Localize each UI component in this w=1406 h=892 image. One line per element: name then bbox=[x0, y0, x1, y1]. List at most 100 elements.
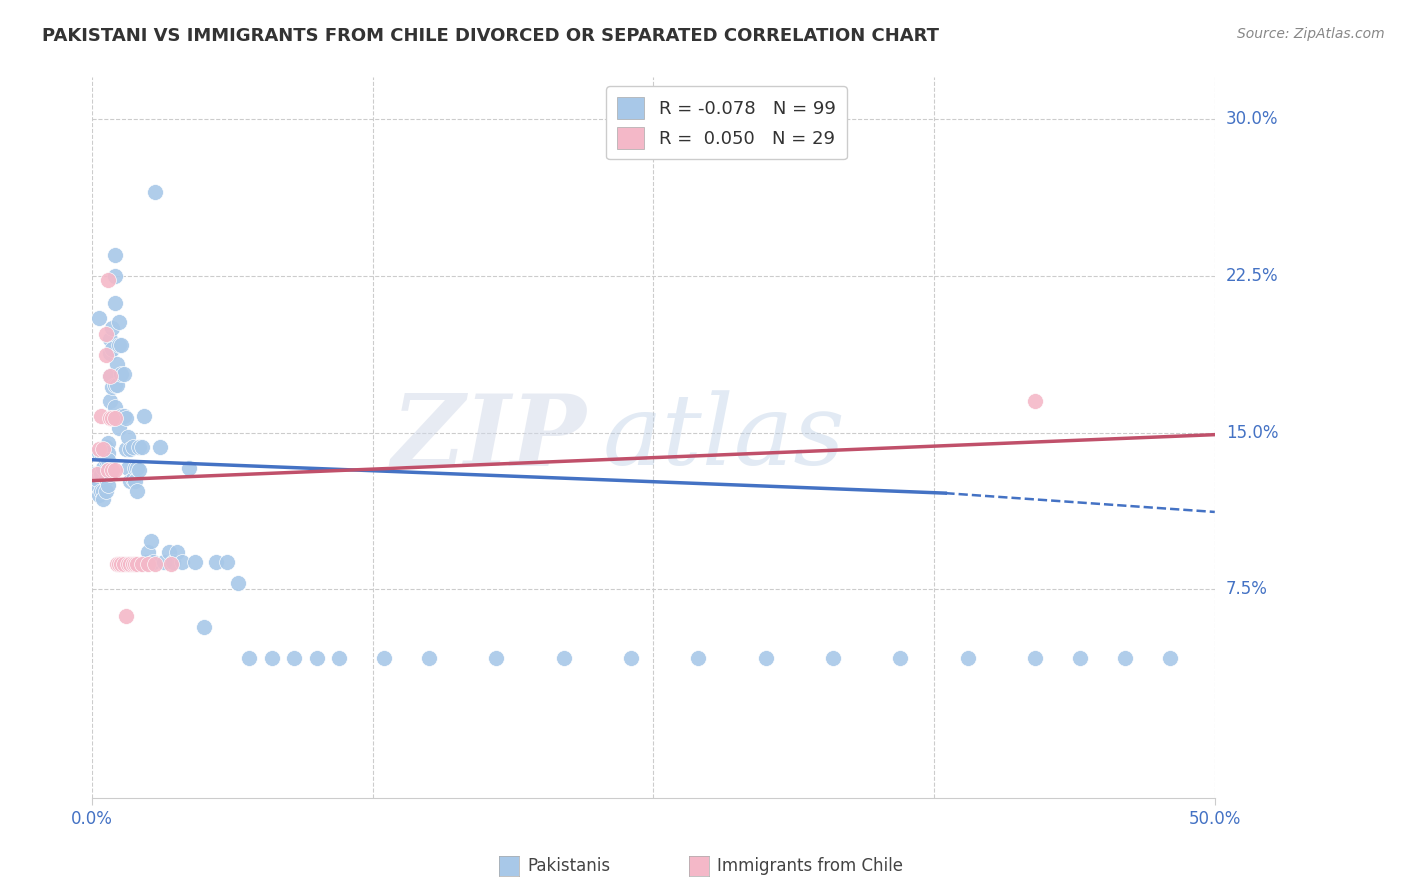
Point bbox=[94, 471, 117, 485]
Text: atlas: atlas bbox=[603, 390, 846, 485]
Point bbox=[108, 338, 131, 352]
Point bbox=[98, 467, 121, 482]
Point bbox=[620, 651, 643, 665]
Point bbox=[193, 620, 215, 634]
Point bbox=[86, 477, 108, 491]
Point bbox=[121, 471, 143, 485]
Text: Immigrants from Chile: Immigrants from Chile bbox=[717, 857, 903, 875]
Point bbox=[143, 186, 166, 200]
Point bbox=[101, 342, 124, 356]
Point bbox=[110, 409, 132, 423]
Point bbox=[184, 555, 207, 569]
Point bbox=[97, 452, 120, 467]
Point bbox=[1114, 651, 1136, 665]
Point bbox=[418, 651, 440, 665]
Point bbox=[97, 273, 120, 287]
Point bbox=[125, 484, 148, 499]
Text: Source: ZipAtlas.com: Source: ZipAtlas.com bbox=[1237, 27, 1385, 41]
Point bbox=[215, 555, 238, 569]
Point bbox=[94, 348, 117, 362]
Point bbox=[136, 544, 159, 558]
Point bbox=[139, 534, 162, 549]
Point bbox=[98, 332, 121, 346]
Point bbox=[128, 440, 150, 454]
Point bbox=[170, 555, 193, 569]
Point bbox=[83, 467, 105, 482]
Legend: R = -0.078   N = 99, R =  0.050   N = 29: R = -0.078 N = 99, R = 0.050 N = 29 bbox=[606, 87, 846, 160]
Point bbox=[98, 346, 121, 360]
Point bbox=[120, 442, 142, 457]
Point bbox=[143, 557, 166, 571]
Point bbox=[112, 409, 135, 423]
Point bbox=[94, 327, 117, 342]
Point bbox=[104, 401, 127, 415]
Point bbox=[108, 315, 131, 329]
Point bbox=[105, 557, 128, 571]
Point bbox=[86, 471, 108, 485]
Point bbox=[1024, 394, 1046, 409]
Point bbox=[117, 430, 139, 444]
Point bbox=[305, 651, 328, 665]
Point bbox=[121, 557, 143, 571]
Point bbox=[162, 555, 184, 569]
Point bbox=[823, 651, 845, 665]
Point bbox=[135, 555, 157, 569]
Point bbox=[132, 409, 155, 423]
Point bbox=[101, 321, 124, 335]
Text: 15.0%: 15.0% bbox=[1226, 424, 1278, 442]
Point bbox=[93, 492, 115, 507]
Point bbox=[98, 394, 121, 409]
Point bbox=[328, 651, 350, 665]
Point bbox=[136, 557, 159, 571]
Point bbox=[121, 440, 143, 454]
Point bbox=[105, 411, 128, 425]
Point bbox=[120, 557, 142, 571]
Point bbox=[112, 367, 135, 381]
Point bbox=[755, 651, 778, 665]
Point bbox=[98, 369, 121, 384]
Point bbox=[97, 446, 120, 460]
Point bbox=[104, 268, 127, 283]
Point bbox=[110, 557, 132, 571]
Point bbox=[94, 484, 117, 499]
Point bbox=[283, 651, 305, 665]
Text: 30.0%: 30.0% bbox=[1226, 111, 1278, 128]
Point bbox=[104, 411, 127, 425]
Point bbox=[157, 544, 180, 558]
Point bbox=[87, 442, 110, 457]
Point bbox=[101, 379, 124, 393]
Point bbox=[131, 557, 153, 571]
Point bbox=[86, 467, 108, 482]
Point bbox=[204, 555, 226, 569]
Point bbox=[110, 367, 132, 381]
Point bbox=[101, 411, 124, 425]
Point bbox=[115, 411, 138, 425]
Point bbox=[104, 463, 127, 477]
Text: PAKISTANI VS IMMIGRANTS FROM CHILE DIVORCED OR SEPARATED CORRELATION CHART: PAKISTANI VS IMMIGRANTS FROM CHILE DIVOR… bbox=[42, 27, 939, 45]
Point bbox=[101, 411, 124, 425]
Point bbox=[97, 477, 120, 491]
Point bbox=[131, 440, 153, 454]
Point bbox=[98, 411, 121, 425]
Point bbox=[90, 409, 112, 423]
Point bbox=[104, 296, 127, 310]
Point bbox=[93, 442, 115, 457]
Point bbox=[93, 484, 115, 499]
Point bbox=[90, 484, 112, 499]
Point bbox=[120, 474, 142, 488]
Point bbox=[94, 452, 117, 467]
Point bbox=[87, 310, 110, 325]
Point bbox=[101, 463, 124, 477]
Point bbox=[108, 557, 131, 571]
Point bbox=[98, 369, 121, 384]
Point bbox=[105, 357, 128, 371]
Point bbox=[115, 609, 138, 624]
Point bbox=[90, 446, 112, 460]
Point bbox=[93, 446, 115, 460]
Point bbox=[688, 651, 710, 665]
Point bbox=[260, 651, 283, 665]
Point bbox=[124, 557, 146, 571]
Point bbox=[553, 651, 575, 665]
Point bbox=[104, 377, 127, 392]
Point bbox=[956, 651, 979, 665]
